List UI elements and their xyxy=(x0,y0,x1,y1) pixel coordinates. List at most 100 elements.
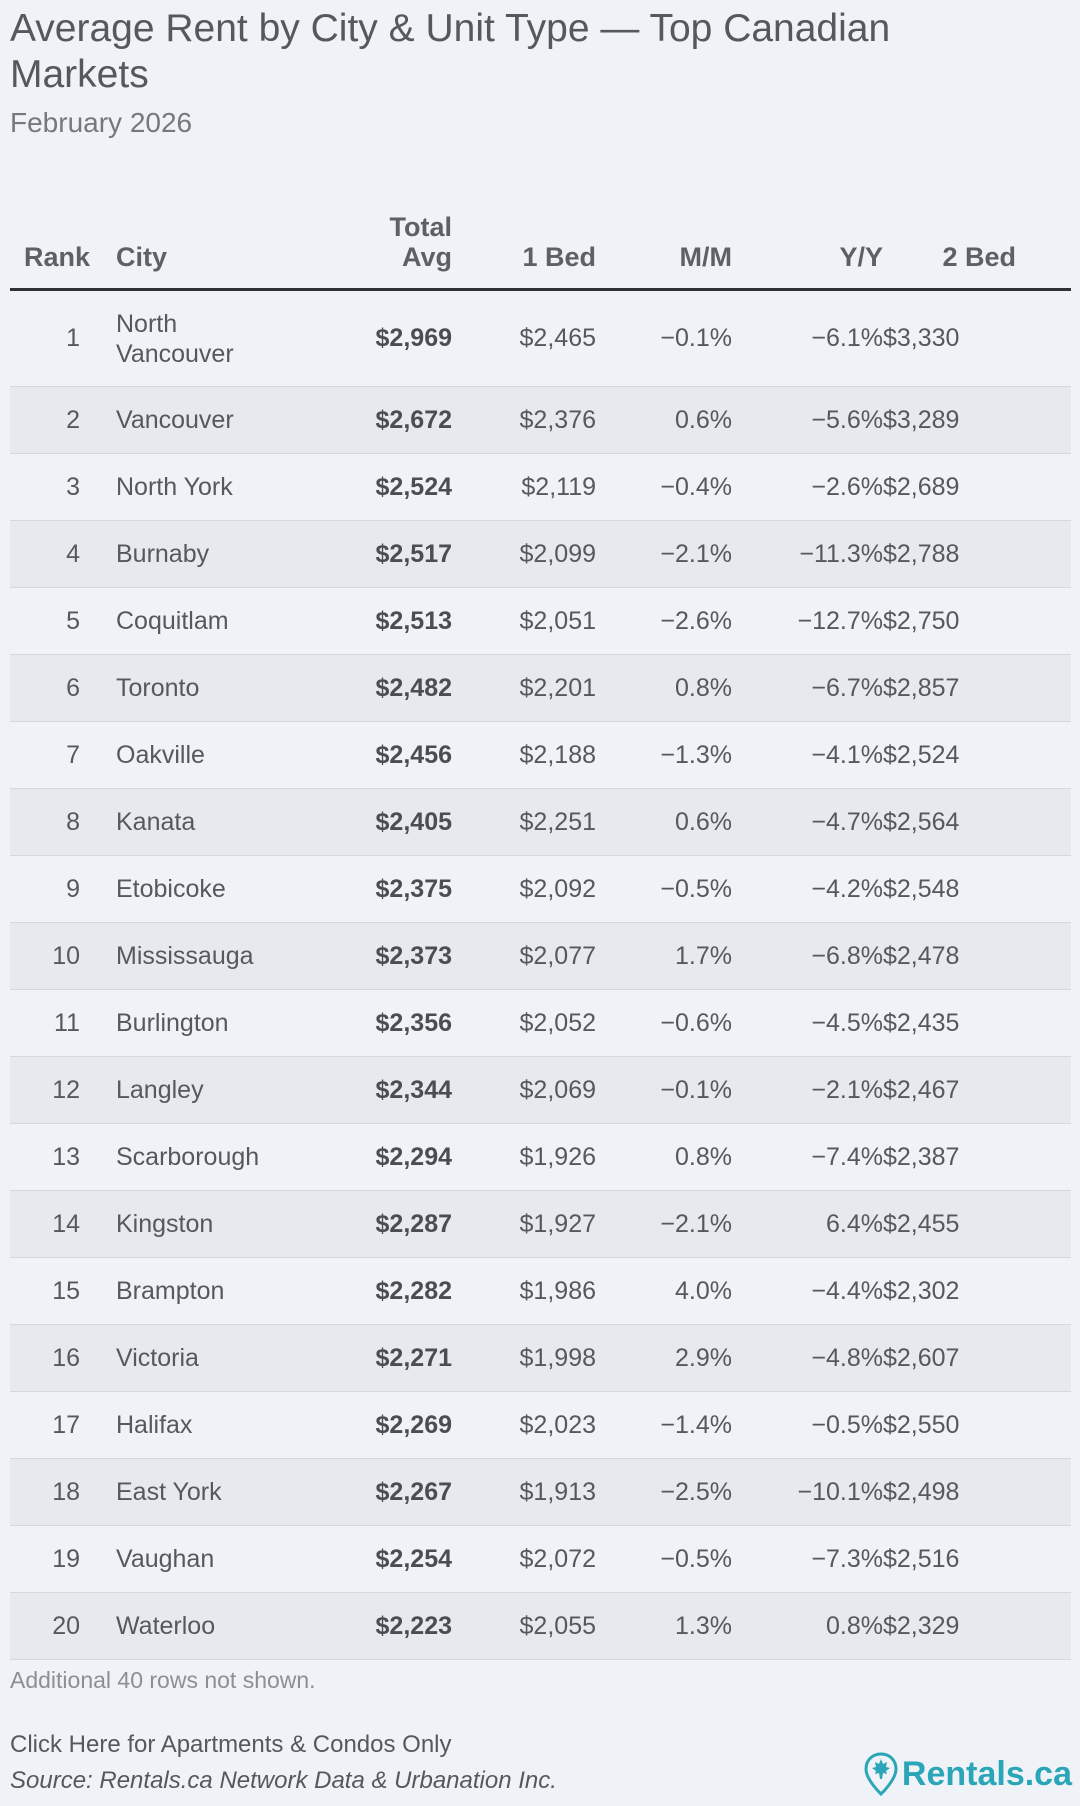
cell-bed2: $2,607 xyxy=(883,1343,960,1372)
cell-total: $2,223 xyxy=(375,1611,452,1640)
cell-total: $2,373 xyxy=(375,941,452,970)
rows-not-shown-note: Additional 40 rows not shown. xyxy=(10,1667,316,1693)
cell-total: $2,375 xyxy=(375,874,452,903)
cell-mm: −0.5% xyxy=(660,1544,732,1573)
rent-table: Rank City Total Avg 1 Bed M/M Y/Y 2 Bed 1… xyxy=(10,176,1071,1660)
cell-bed1: $2,077 xyxy=(519,941,596,970)
rentals-logo[interactable]: Rentals.ca xyxy=(864,1752,1072,1796)
cell-rank: 9 xyxy=(66,874,80,903)
cell-rank: 1 xyxy=(66,324,80,352)
maple-leaf-pin-icon xyxy=(864,1752,898,1796)
cell-mm: −0.4% xyxy=(660,472,732,501)
cell-city: North Vancouver xyxy=(116,309,234,368)
cell-city: Waterloo xyxy=(116,1612,216,1640)
cell-mm: −2.1% xyxy=(660,539,732,568)
cell-mm: −0.6% xyxy=(660,1008,732,1037)
apartments-condos-link[interactable]: Click Here for Apartments & Condos Only xyxy=(10,1731,452,1758)
cell-bed2: $2,498 xyxy=(883,1477,960,1506)
table-row: 10 Mississauga $2,373 $2,077 1.7% −6.8% $2,478 xyxy=(10,922,1071,990)
cell-yy: −6.8% xyxy=(811,941,883,970)
cell-mm: 1.7% xyxy=(675,941,732,970)
cell-bed2: $2,329 xyxy=(883,1611,960,1640)
page-title: Average Rent by City & Unit Type — Top C… xyxy=(10,7,891,96)
header-2-bed: 2 Bed xyxy=(883,176,1071,291)
cell-yy: −7.3% xyxy=(811,1544,883,1573)
logo-text: Rentals.ca xyxy=(901,1754,1072,1793)
cell-yy: −4.1% xyxy=(811,740,883,769)
cell-city: Vancouver xyxy=(116,406,234,434)
cell-yy: −4.4% xyxy=(811,1276,883,1305)
cell-rank: 8 xyxy=(66,807,80,836)
cell-bed1: $2,201 xyxy=(519,673,596,702)
cell-total: $2,271 xyxy=(375,1343,452,1372)
cell-yy: −11.3% xyxy=(799,539,883,568)
cell-city: Burnaby xyxy=(116,540,210,568)
cell-yy: 6.4% xyxy=(826,1209,883,1238)
cell-bed2: $2,857 xyxy=(883,673,960,702)
cell-total: $2,482 xyxy=(375,673,452,702)
cell-bed2: $2,467 xyxy=(883,1075,960,1104)
cell-rank: 11 xyxy=(54,1008,80,1037)
cell-yy: −7.4% xyxy=(811,1142,883,1171)
cell-total: $2,672 xyxy=(375,405,452,434)
cell-rank: 19 xyxy=(52,1544,80,1573)
table-row: 5 Coquitlam $2,513 $2,051 −2.6% −12.7% $2,750 xyxy=(10,588,1071,655)
cell-bed2: $2,548 xyxy=(883,874,960,903)
cell-total: $2,517 xyxy=(375,539,452,568)
cell-rank: 14 xyxy=(52,1209,80,1238)
cell-bed2: $2,435 xyxy=(883,1008,960,1037)
cell-yy: −6.1% xyxy=(811,324,883,352)
cell-bed1: $2,072 xyxy=(519,1544,596,1573)
table-row: 18 East York $2,267 $1,913 −2.5% −10.1% $2,498 xyxy=(10,1458,1071,1526)
cell-rank: 18 xyxy=(52,1477,80,1506)
cell-yy: −0.5% xyxy=(811,1410,883,1439)
cell-total: $2,344 xyxy=(375,1075,452,1104)
cell-city: Victoria xyxy=(116,1344,199,1372)
cell-city: Oakville xyxy=(116,741,205,769)
table-row: 17 Halifax $2,269 $2,023 −1.4% −0.5% $2,550 xyxy=(10,1392,1071,1459)
cell-mm: −0.1% xyxy=(660,1075,732,1104)
cell-bed2: $2,564 xyxy=(883,807,960,836)
cell-mm: 2.9% xyxy=(675,1343,732,1372)
header-total-avg: Total Avg xyxy=(304,176,452,291)
cell-yy: −6.7% xyxy=(811,673,883,702)
cell-rank: 20 xyxy=(52,1611,80,1640)
cell-city: Kingston xyxy=(116,1210,214,1238)
table-row: 12 Langley $2,344 $2,069 −0.1% −2.1% $2,467 xyxy=(10,1056,1071,1124)
cell-mm: −2.6% xyxy=(660,606,732,635)
cell-mm: 0.6% xyxy=(675,405,732,434)
cell-bed1: $1,998 xyxy=(519,1343,596,1372)
cell-mm: −1.4% xyxy=(660,1410,732,1439)
cell-bed2: $2,516 xyxy=(883,1544,960,1573)
cell-rank: 12 xyxy=(52,1075,80,1104)
cell-total: $2,356 xyxy=(375,1008,452,1037)
cell-bed1: $2,069 xyxy=(519,1075,596,1104)
header-rank: Rank xyxy=(10,176,104,291)
cell-total: $2,267 xyxy=(375,1477,452,1506)
cell-total: $2,269 xyxy=(375,1410,452,1439)
cell-bed1: $2,251 xyxy=(519,807,596,836)
cell-bed1: $2,051 xyxy=(519,606,596,635)
cell-mm: −2.1% xyxy=(660,1209,732,1238)
cell-rank: 15 xyxy=(52,1276,80,1305)
cell-city: Coquitlam xyxy=(116,607,229,635)
cell-city: Kanata xyxy=(116,808,196,836)
cell-city: Halifax xyxy=(116,1411,193,1439)
cell-bed1: $1,986 xyxy=(519,1276,596,1305)
cell-rank: 16 xyxy=(52,1343,80,1372)
cell-mm: 1.3% xyxy=(675,1611,732,1640)
cell-bed2: $2,788 xyxy=(883,539,960,568)
cell-city: East York xyxy=(116,1478,222,1506)
cell-city: Etobicoke xyxy=(116,875,226,903)
cell-rank: 3 xyxy=(66,472,80,501)
table-row: 15 Brampton $2,282 $1,986 4.0% −4.4% $2,302 xyxy=(10,1258,1071,1325)
source-note: Source: Rentals.ca Network Data & Urbana… xyxy=(10,1767,557,1794)
cell-city: Burlington xyxy=(116,1009,229,1037)
cell-mm: −0.5% xyxy=(660,874,732,903)
cell-yy: 0.8% xyxy=(826,1611,883,1640)
table-body: 1 North Vancouver $2,969 $2,465 −0.1% −6.1% $3… xyxy=(10,290,1071,1660)
table-header: Rank City Total Avg 1 Bed M/M Y/Y 2 Bed xyxy=(10,176,1071,291)
cell-total: $2,513 xyxy=(375,606,452,635)
cell-yy: −4.2% xyxy=(811,874,883,903)
cell-rank: 13 xyxy=(52,1142,80,1171)
